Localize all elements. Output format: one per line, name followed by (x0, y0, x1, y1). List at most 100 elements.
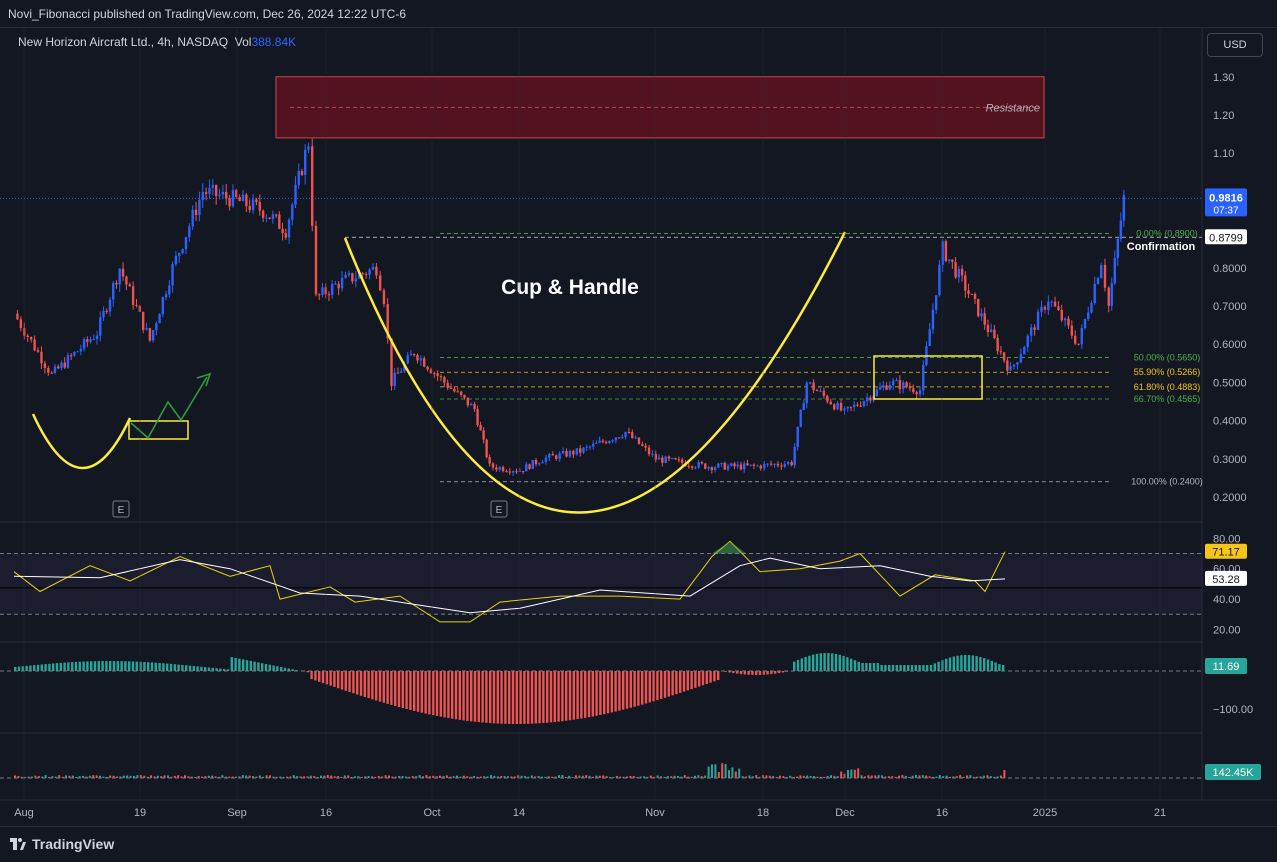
candle-body (47, 368, 49, 373)
resistance-label: Resistance (986, 102, 1040, 114)
candle (447, 380, 449, 391)
histogram-bar (257, 662, 259, 671)
candle-body (188, 226, 190, 237)
histogram-bar (466, 671, 468, 721)
candle-body (400, 371, 402, 372)
volume-bar (796, 777, 798, 778)
volume-bar (929, 776, 931, 778)
candle-body (812, 382, 814, 390)
tradingview-logo[interactable]: TradingView (10, 836, 114, 852)
candle (850, 407, 852, 412)
candle (980, 308, 982, 321)
volume-bar (932, 777, 934, 778)
candle-body (909, 387, 911, 388)
candle-body (368, 270, 370, 275)
volume-bar (782, 776, 784, 778)
last-price-label: 0.9816 (1209, 192, 1243, 204)
histogram-bar (641, 671, 643, 705)
candle-body (440, 376, 442, 377)
histogram-bar (918, 665, 920, 671)
candle-body (1013, 365, 1015, 367)
histogram-bar (447, 671, 449, 718)
volume-bar (888, 776, 890, 778)
candle-body (1057, 306, 1059, 310)
histogram-bar (801, 658, 803, 671)
symbol-legend[interactable]: New Horizon Aircraft Ltd., 4h, NASDAQ Vo… (18, 35, 296, 49)
candle-body (895, 380, 897, 381)
candle-body (1104, 265, 1106, 288)
candle (185, 237, 187, 254)
candle-body (139, 306, 141, 312)
histogram-bar (478, 671, 480, 722)
volume-bar (779, 776, 781, 778)
rsi-ma-badge (1205, 571, 1247, 586)
candle-body (232, 190, 234, 206)
candle (265, 214, 267, 222)
candle (420, 355, 422, 366)
histogram-bar (322, 671, 324, 683)
candle (714, 466, 716, 472)
volume-bar (636, 777, 638, 778)
histogram-bar (690, 671, 692, 689)
volume-bar (650, 776, 652, 778)
volume-bar (221, 775, 223, 778)
candle-body (132, 286, 134, 305)
histogram-bar (550, 671, 552, 722)
candle (315, 221, 317, 296)
candle-body (661, 458, 663, 463)
volume-bar (684, 775, 686, 778)
volume-bar (701, 776, 703, 778)
candle (453, 387, 455, 393)
volume-bar (109, 776, 111, 778)
resistance-zone[interactable] (276, 77, 1044, 138)
candle-body (443, 377, 445, 383)
candle-body (473, 404, 475, 409)
candle-body (740, 465, 742, 470)
volume-bar (609, 777, 611, 778)
candle (605, 440, 607, 444)
candle (83, 337, 85, 351)
currency-button[interactable]: USD (1207, 33, 1263, 57)
histogram-bar (561, 671, 563, 721)
symbol-name: New Horizon Aircraft Ltd., 4h, NASDAQ (18, 35, 228, 49)
candle (390, 338, 392, 390)
candle-body (1027, 336, 1029, 347)
histogram-bar (208, 668, 210, 671)
candle-body (777, 464, 779, 466)
volume-bar (555, 777, 557, 778)
candle-body (694, 467, 696, 468)
earnings-marker[interactable] (491, 501, 507, 517)
volume-bar (1000, 776, 1002, 778)
histogram-bar (337, 671, 339, 688)
earnings-marker[interactable] (113, 501, 129, 517)
volume-bar (487, 776, 489, 778)
volume-bar (969, 775, 971, 778)
candle-body (598, 441, 600, 443)
volume-bar (283, 777, 285, 778)
candle (44, 361, 46, 374)
price-tick-label: 0.5000 (1213, 377, 1247, 389)
histogram-bar (231, 657, 233, 671)
candle-body (162, 297, 164, 314)
volume-bar (517, 775, 519, 778)
candle-body (476, 409, 478, 425)
candle-body (558, 453, 560, 459)
candle (711, 466, 713, 473)
candle (416, 353, 418, 363)
candle-body (30, 337, 32, 339)
histogram-bar (189, 666, 191, 671)
volume-bar (368, 776, 370, 778)
candle (443, 376, 445, 387)
histogram-bar (117, 661, 119, 671)
candle (129, 282, 131, 286)
histogram-bar (797, 660, 799, 671)
histogram-bar (345, 671, 347, 691)
volume-bar (242, 775, 244, 778)
volume-bar (317, 777, 319, 778)
candle-body (681, 460, 683, 463)
candle-body (641, 444, 643, 446)
candle (800, 409, 802, 427)
candle (440, 374, 442, 381)
candle-body (222, 192, 224, 195)
